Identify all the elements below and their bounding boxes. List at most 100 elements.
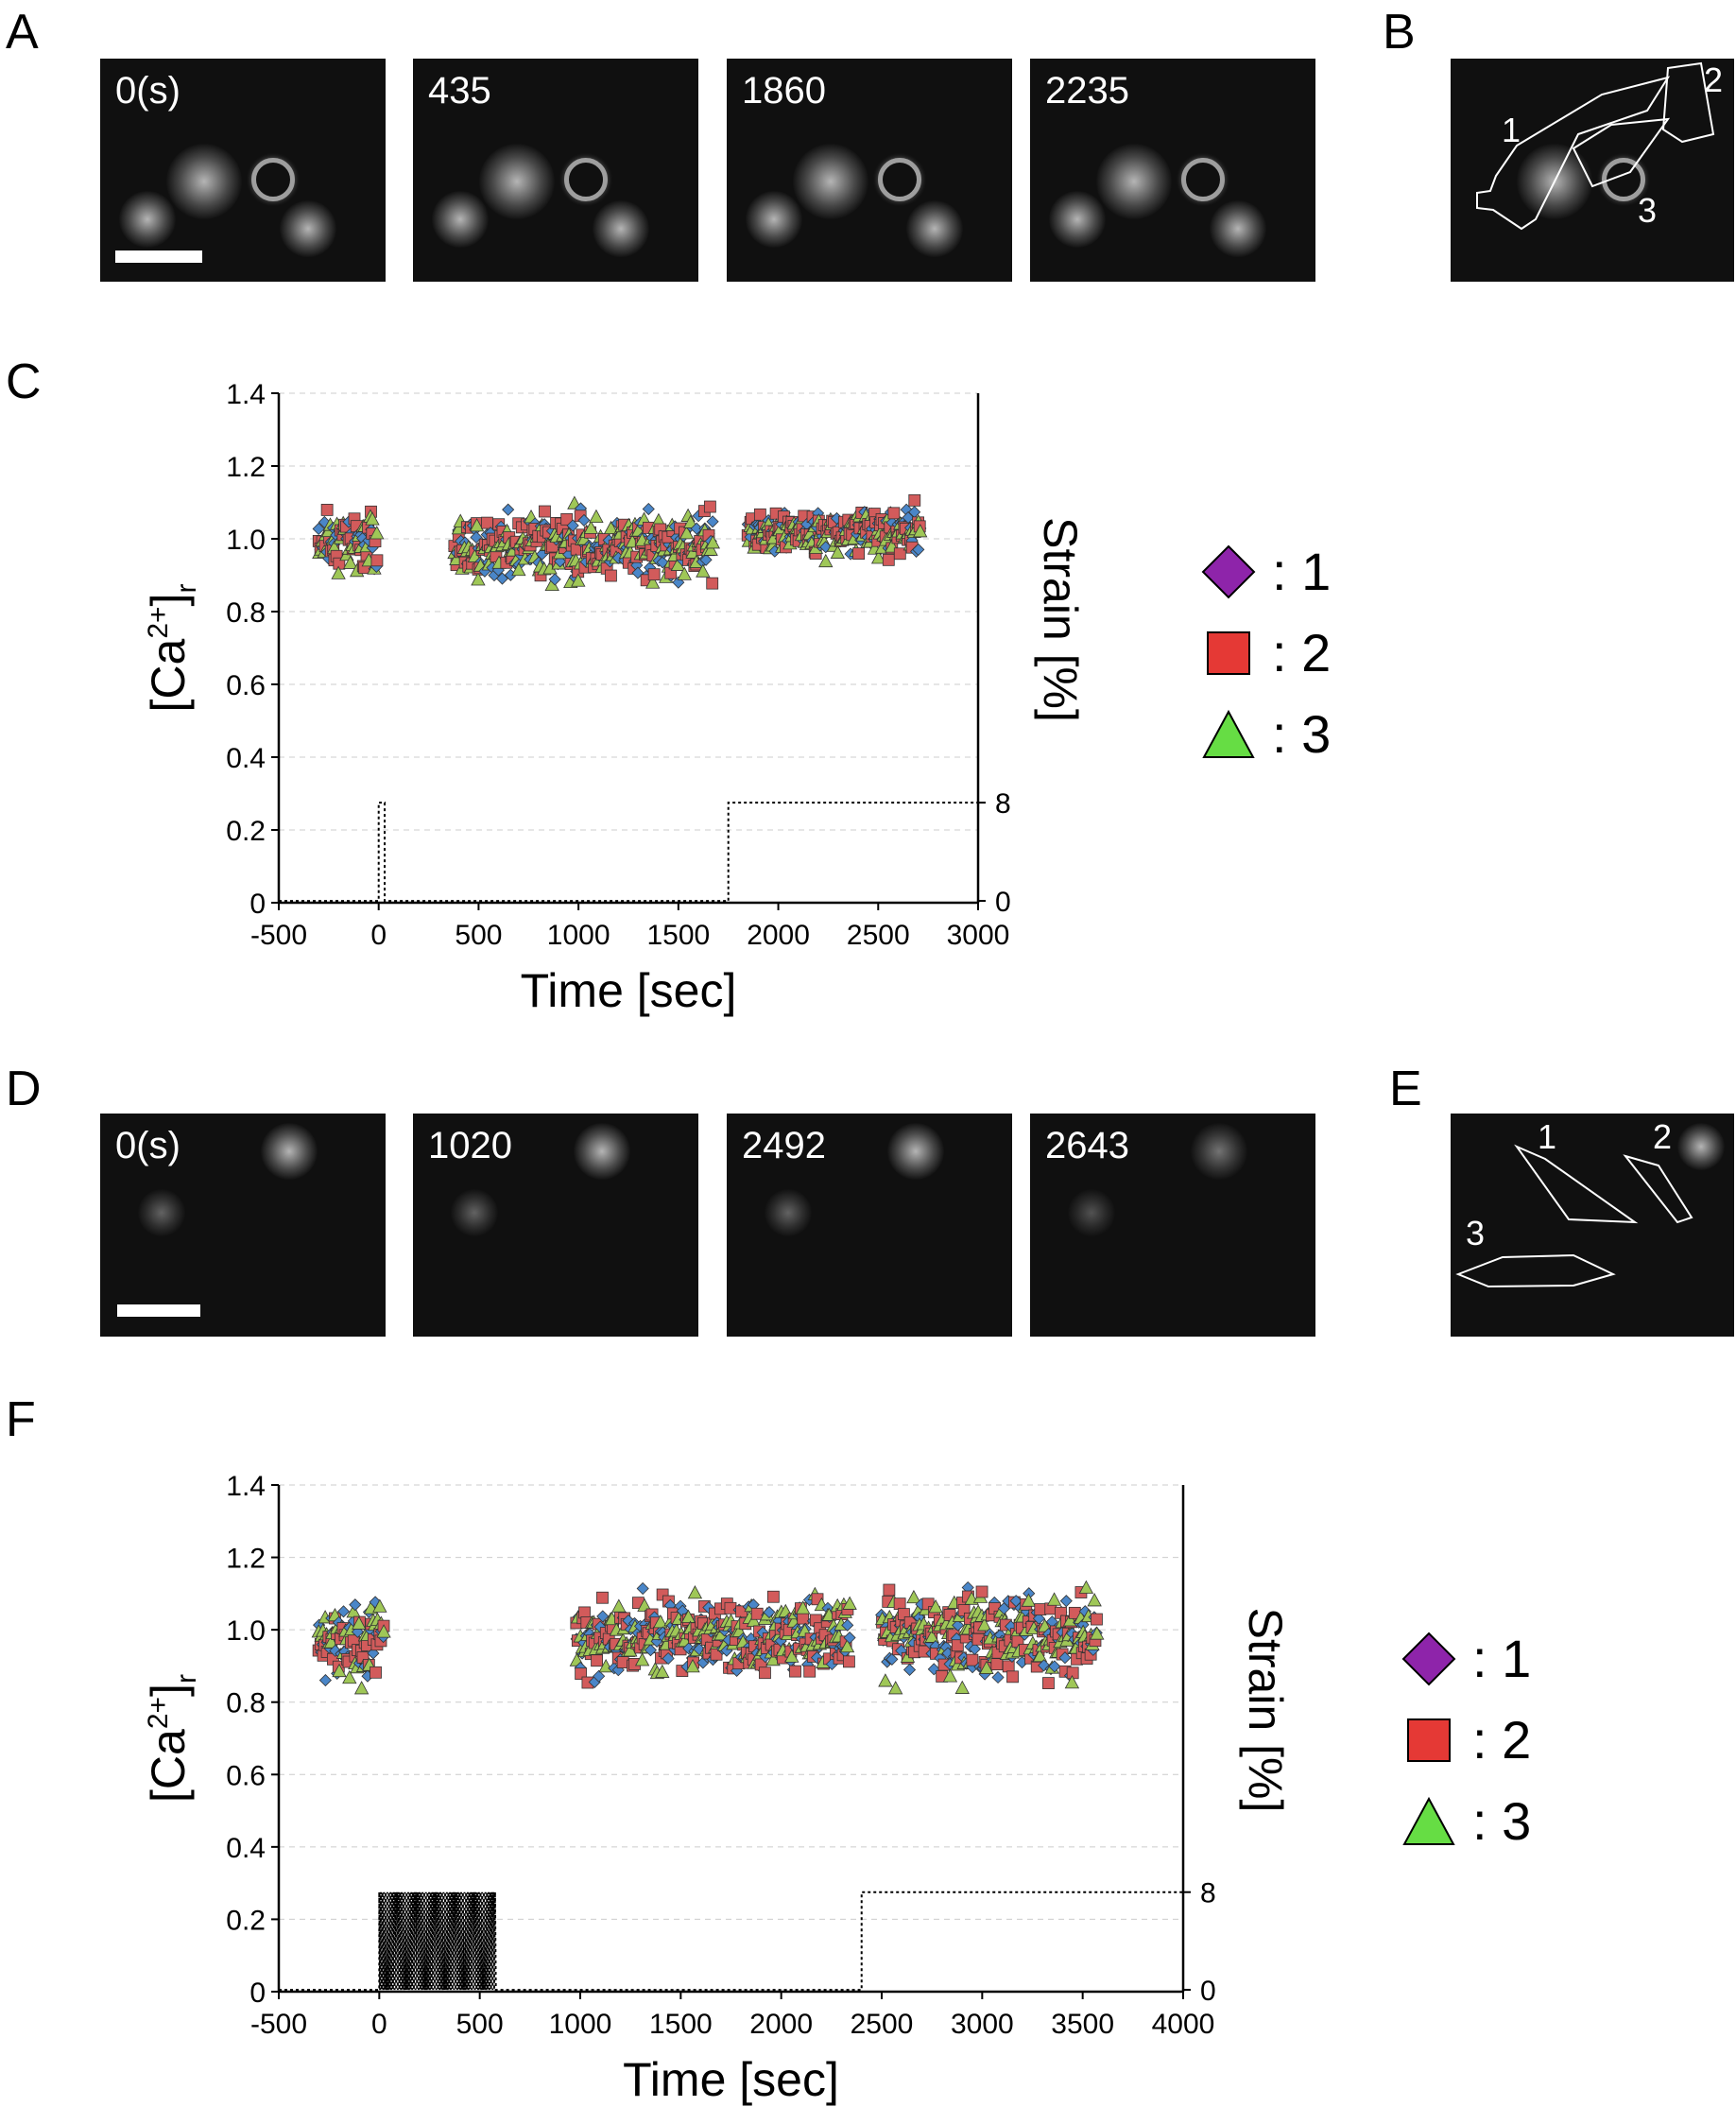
series-3-point (1090, 1626, 1105, 1640)
series-2-point (539, 505, 551, 518)
series-2-point (797, 1612, 810, 1625)
series-2-point (724, 1601, 737, 1615)
series-1-point (495, 572, 509, 585)
frame-time-label: 0(s) (115, 1125, 180, 1166)
series-3-point (372, 1598, 387, 1613)
series-2-point (1034, 1603, 1047, 1615)
panel-letter-c: C (6, 354, 42, 409)
series-3-point (571, 573, 586, 587)
series-3-point (842, 1596, 857, 1610)
x-tick-label: 1000 (549, 2009, 612, 2040)
series-1-point (968, 1642, 981, 1656)
legend-item-1: : 1 (1200, 541, 1331, 602)
x-tick-label: 4000 (1152, 2009, 1215, 2040)
series-2-point (887, 507, 901, 520)
series-2-point (703, 500, 716, 513)
series-3-point (687, 1585, 703, 1599)
series-2-point (1091, 1613, 1103, 1626)
series-3-point (765, 1651, 781, 1666)
series-3-point (977, 1617, 992, 1632)
series-2-point (893, 547, 906, 561)
series-3-point (653, 1615, 668, 1629)
series-1-point (1058, 1651, 1072, 1665)
series-1-point (318, 1674, 332, 1687)
micrograph-a-1: 0(s) (100, 59, 386, 282)
y-tick-label: 0 (249, 1977, 266, 2009)
series-3-point (511, 561, 526, 577)
y2-tick-label: 8 (995, 788, 1011, 820)
roi-outlines (1455, 1144, 1693, 1288)
series-3-point (705, 535, 720, 549)
y-tick-label: 0.4 (226, 1833, 266, 1864)
diamond-marker-icon (1201, 544, 1256, 598)
micrograph-d-1: 0(s) (100, 1114, 386, 1337)
legend-c: : 1 : 2 : 3 (1200, 541, 1436, 786)
series-2-point (1042, 1677, 1055, 1690)
strain-line (279, 1891, 1183, 1992)
series-3-point (611, 1598, 627, 1613)
series-1-point (902, 1663, 917, 1677)
legend-label: : 3 (1272, 704, 1332, 764)
y-axis-label: [Ca2+]r (142, 584, 202, 713)
x-tick-label: -500 (250, 2009, 307, 2040)
y-tick-label: 1.2 (226, 452, 266, 483)
micrograph-d-3: 2492 (727, 1114, 1012, 1337)
roi-image-b: 1 2 3 (1451, 59, 1734, 282)
series-3-point (888, 1681, 903, 1695)
scale-bar (117, 1304, 200, 1317)
x-tick-label: 1500 (649, 2009, 713, 2040)
series-3-point (954, 1680, 970, 1694)
series-1-point (636, 1581, 649, 1596)
series-2-point (966, 1653, 979, 1666)
x-tick-label: 1000 (547, 920, 610, 951)
x-tick-label: 2000 (749, 2009, 813, 2040)
series-3-point (645, 575, 661, 589)
series-3-point (332, 1663, 347, 1678)
series-3-point (818, 553, 834, 568)
series-2-point (596, 1591, 609, 1604)
triangle-marker-icon (1402, 1796, 1455, 1845)
series-2-point (908, 493, 921, 507)
legend-label: : 2 (1272, 623, 1332, 682)
panel-letter-d: D (6, 1062, 42, 1116)
frame-time-label: 0(s) (115, 70, 180, 112)
series-2-point (1006, 1670, 1019, 1684)
series-2-point (753, 508, 766, 521)
series-2-point (852, 547, 865, 561)
y-tick-label: 1.2 (226, 1544, 266, 1575)
series-3-point (365, 511, 380, 526)
y-tick-label: 0.4 (226, 743, 266, 774)
series-3-point (928, 1599, 943, 1614)
roi-label-2: 2 (1704, 60, 1724, 99)
x-tick-label: 2000 (747, 920, 810, 951)
series-1-point (699, 553, 713, 566)
roi-label-2: 2 (1653, 1117, 1673, 1156)
micrograph-d-4: 2643 (1030, 1114, 1315, 1337)
series-1-point (843, 1631, 856, 1645)
series-3-point (623, 1643, 638, 1657)
series-3-point (795, 1600, 811, 1615)
x-tick-label: 0 (371, 2009, 387, 2040)
series-3-point (679, 526, 695, 540)
series-2-point (1002, 1660, 1015, 1673)
panel-letter-a: A (6, 5, 39, 60)
series-3-point (685, 1659, 700, 1673)
series-2-point (647, 568, 661, 581)
series-2-point (750, 1607, 764, 1620)
series-3-point (1078, 1580, 1094, 1594)
series-1-point (312, 522, 325, 536)
series-3-point (471, 572, 486, 586)
series-1-point (336, 1605, 351, 1618)
micrograph-a-2: 435 (413, 59, 698, 282)
series-3-point (331, 565, 346, 579)
series-3-point (913, 524, 928, 538)
x-tick-label: 500 (455, 920, 502, 951)
x-tick-label: 0 (370, 920, 387, 951)
y-axis-label-bracket: ] (142, 1684, 195, 1697)
y-tick-label: 0.8 (226, 1688, 266, 1719)
y-tick-label: 0.6 (226, 1760, 266, 1791)
strain-line (279, 802, 978, 903)
x-tick-label: 3500 (1051, 2009, 1114, 2040)
y-axis-label: [Ca2+]r (142, 1674, 202, 1803)
series-1-point (349, 1598, 362, 1612)
